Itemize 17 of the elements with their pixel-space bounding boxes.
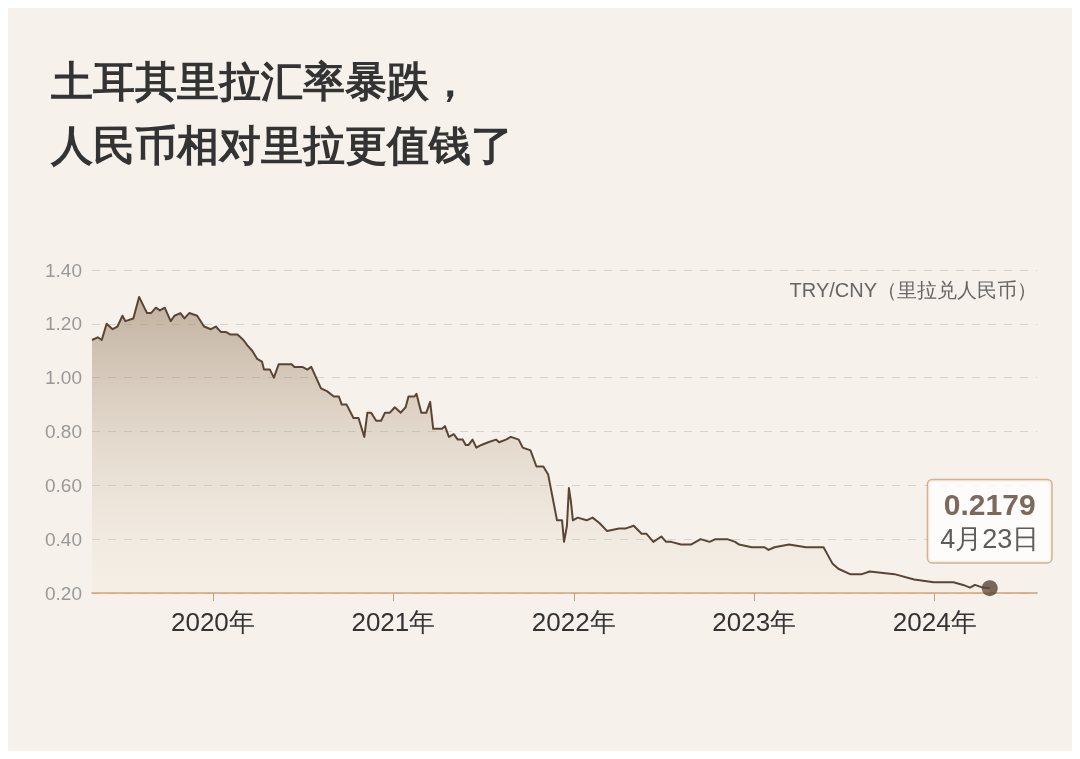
y-tick-label: 1.20 xyxy=(45,313,82,335)
x-tick-label: 2023年 xyxy=(712,607,797,637)
y-tick-label: 1.00 xyxy=(45,367,82,389)
y-tick-label: 0.80 xyxy=(45,421,82,442)
x-tick-label: 2020年 xyxy=(170,607,255,637)
annotation: 0.2179 xyxy=(943,487,1036,521)
text: TRY/CNY（里拉兑人民币） xyxy=(789,279,1037,301)
x-tick-label: 2022年 xyxy=(531,607,616,637)
x-tick-label: 2024年 xyxy=(892,607,977,637)
x-tick-label: 2021年 xyxy=(351,607,436,637)
chart-subtitle: 人民币相对里拉更值钱了 xyxy=(50,121,513,169)
y-tick-label: 0.60 xyxy=(45,474,82,496)
annotation: 4月23日 xyxy=(940,524,1040,555)
chart-title: 土耳其里拉汇率暴跌， xyxy=(50,57,471,105)
y-tick-label: 0.20 xyxy=(45,582,82,604)
y-tick-label: 0.40 xyxy=(45,528,82,550)
y-tick-label: 1.40 xyxy=(45,259,82,281)
